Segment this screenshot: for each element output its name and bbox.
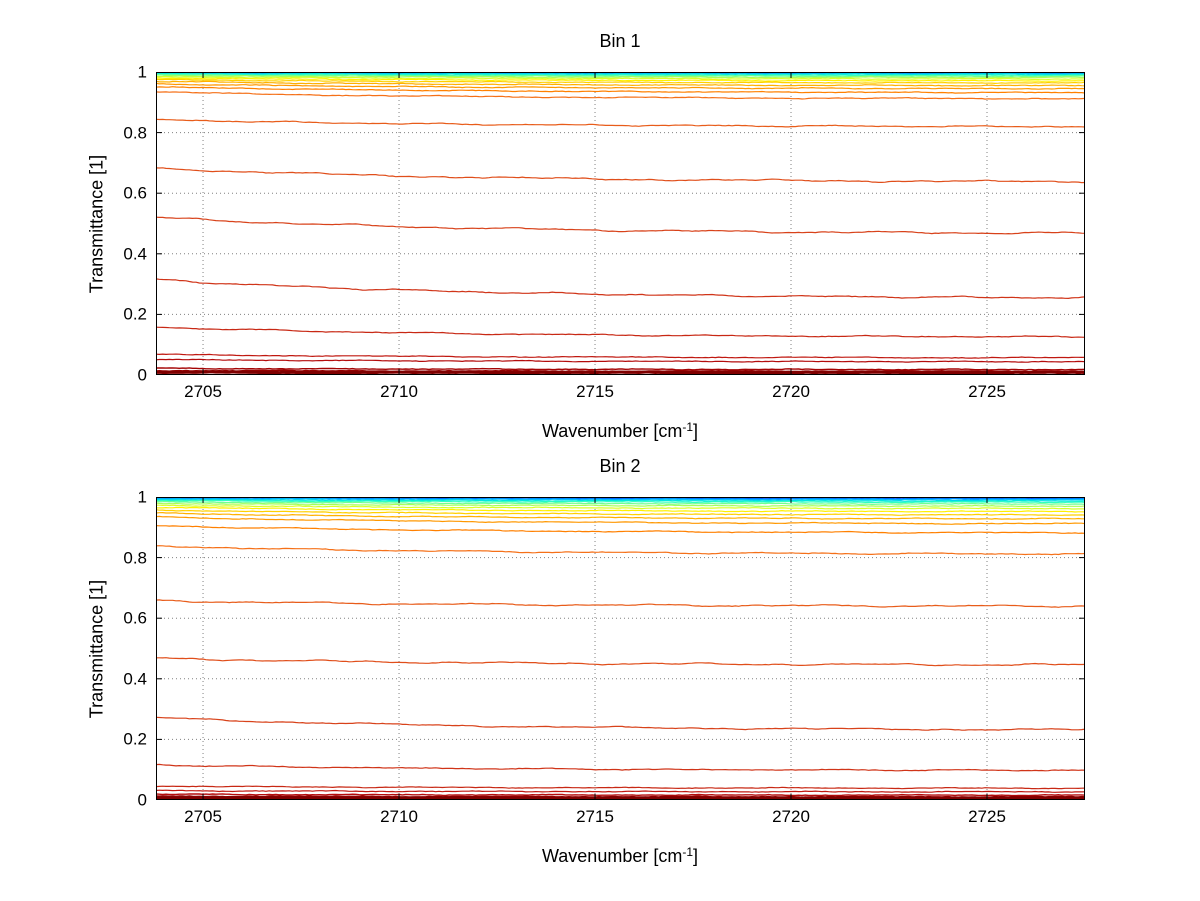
x-axis-label-superscript: -1 [682,845,694,859]
plot-area-bin2 [156,497,1085,800]
x-tick-label: 2705 [184,382,222,401]
x-tick-label: 2715 [576,382,614,401]
x-tick-label: 2715 [576,807,614,826]
plot-area-bin1 [156,72,1085,375]
x-axis-label-bin1: Wavenumber [cm-1] [542,416,698,442]
y-tick-label: 1 [137,487,147,507]
y-tick-label: 0 [137,790,147,810]
y-tick-label: 0.4 [123,244,147,264]
x-tick-label: 2720 [772,382,810,401]
plot-title-bin1: Bin 1 [599,31,641,51]
x-tick-label: 2710 [380,807,418,826]
y-tick-label: 0.6 [123,183,147,203]
y-tick-label: 0 [137,365,147,385]
x-tick-label: 2725 [968,807,1006,826]
y-axis-label-bin2: Transmittance [1] [86,579,107,719]
y-tick-label: 0.6 [123,608,147,628]
x-axis-label-bin2: Wavenumber [cm-1] [542,841,698,867]
x-axis-label-close-bracket: ] [693,846,699,866]
plot-title-bin2: Bin 2 [599,456,641,476]
x-axis-label-text: Wavenumber [cm [541,846,683,866]
x-tick-label: 2710 [380,382,418,401]
y-tick-label: 0.2 [123,304,147,324]
x-tick-label: 2720 [772,807,810,826]
y-tick-label: 0.2 [123,729,147,749]
y-tick-label: 1 [137,62,147,82]
x-tick-label: 2705 [184,807,222,826]
y-tick-label: 0.8 [123,123,147,143]
x-tick-label: 2725 [968,382,1006,401]
y-axis-label-bin1: Transmittance [1] [86,154,107,294]
x-axis-label-close-bracket: ] [693,421,699,441]
x-axis-label-text: Wavenumber [cm [541,421,683,441]
x-axis-label-superscript: -1 [682,420,694,434]
y-tick-label: 0.4 [123,669,147,689]
y-tick-label: 0.8 [123,548,147,568]
